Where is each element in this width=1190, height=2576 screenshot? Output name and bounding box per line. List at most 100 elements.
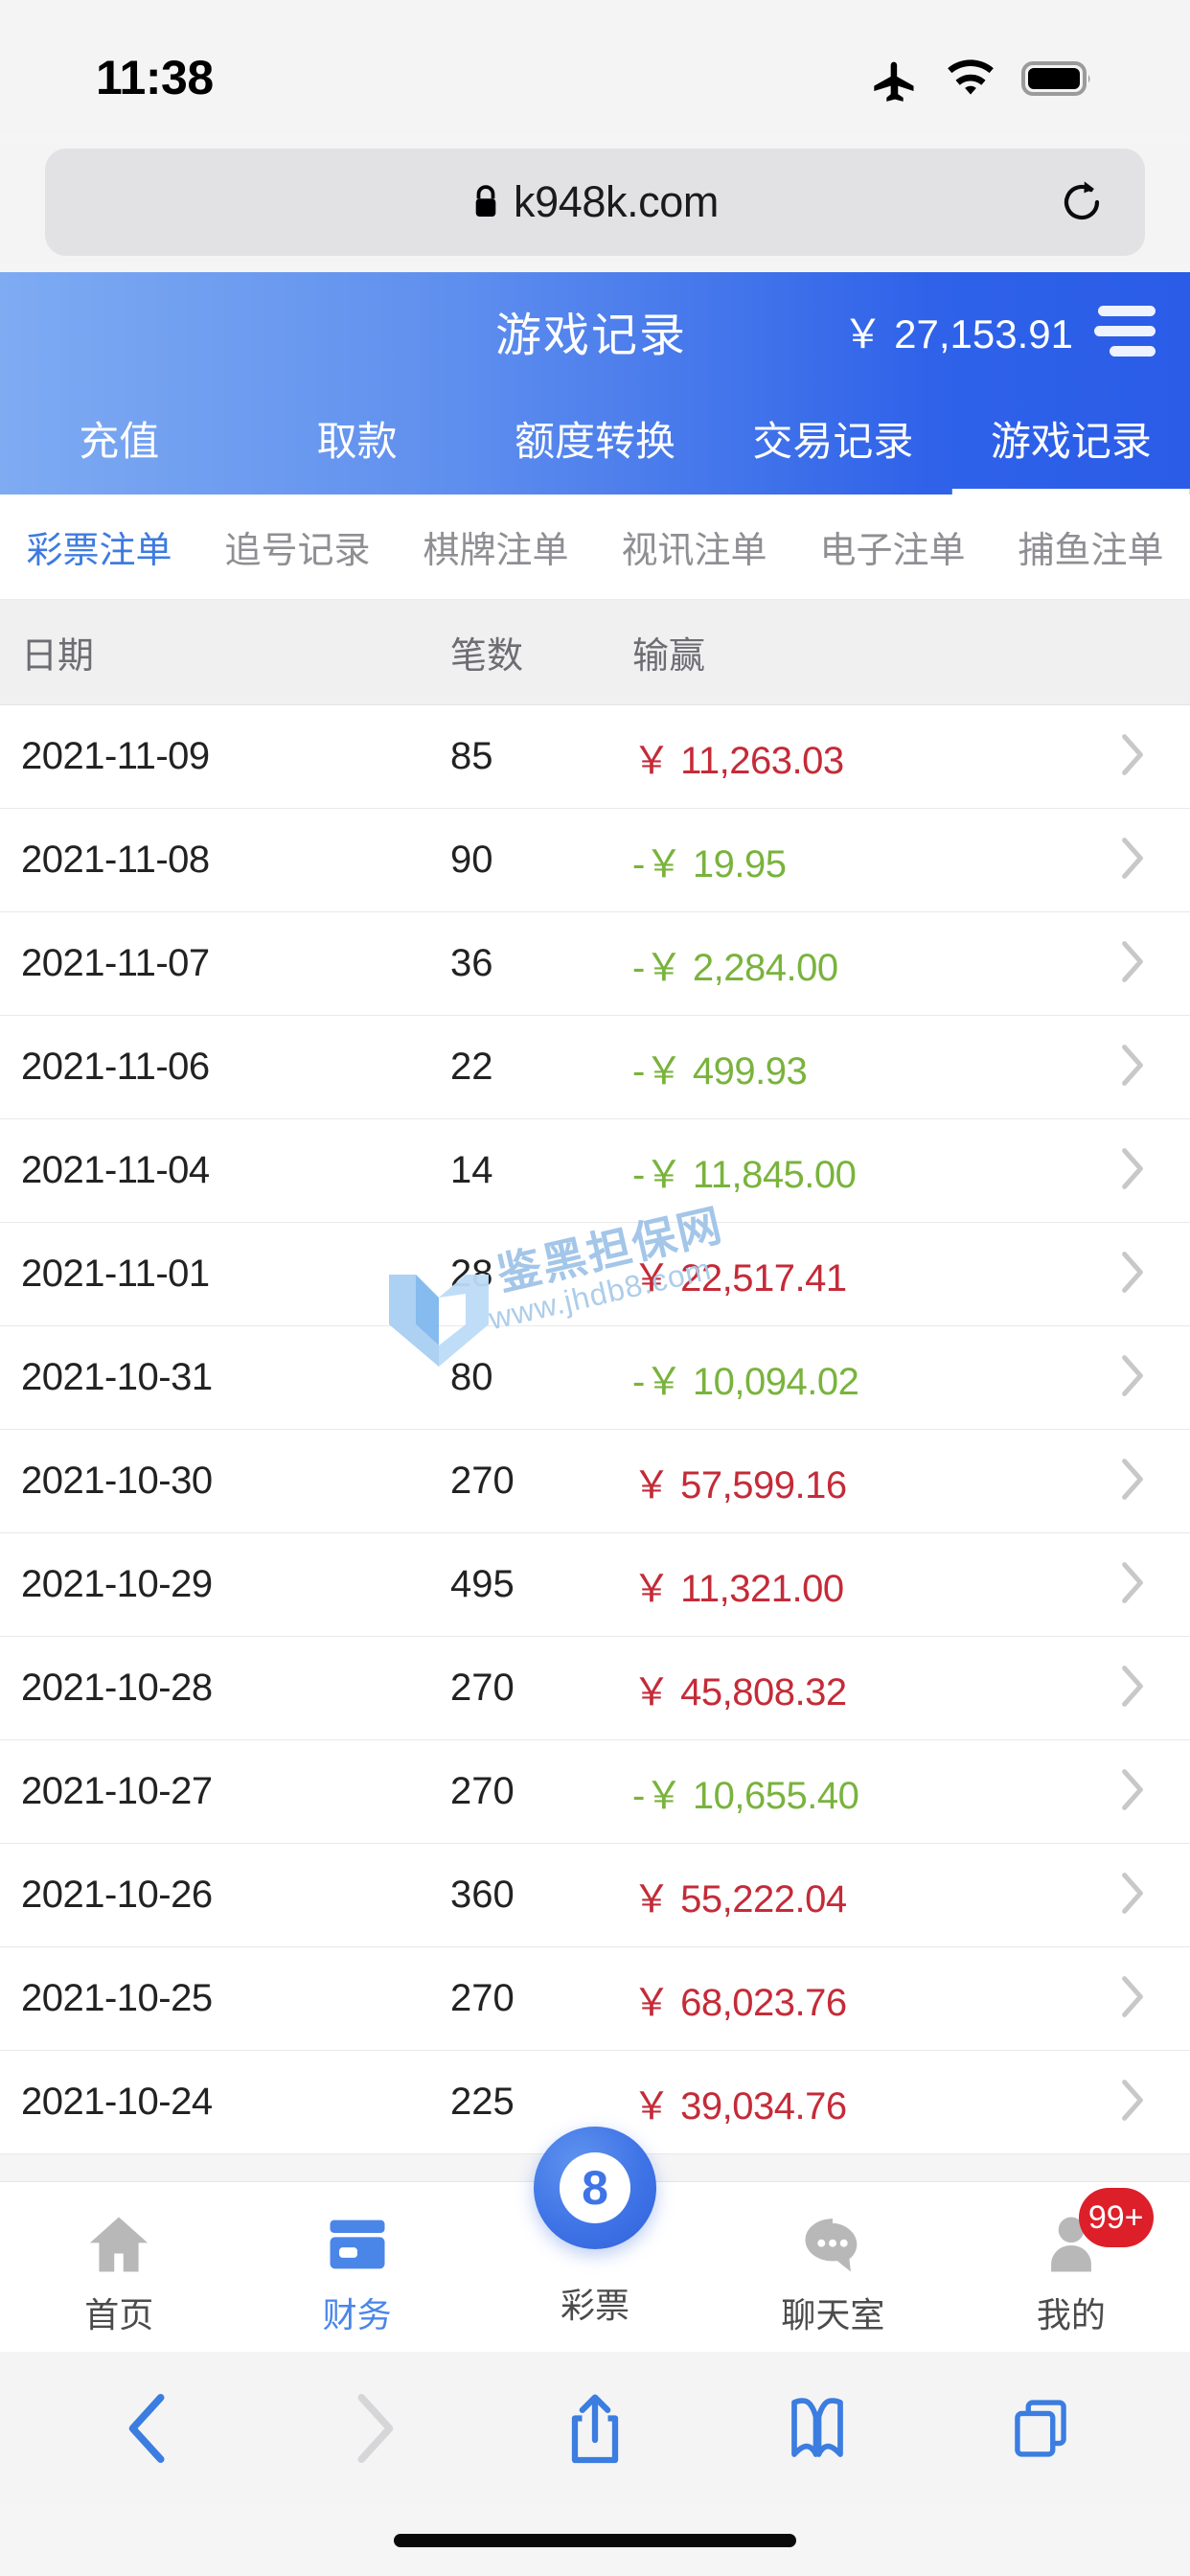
tabs-icon[interactable] — [983, 2371, 1098, 2486]
tab-recharge[interactable]: 充值 — [79, 419, 160, 464]
subtab-slots-bets[interactable]: 电子注单 — [819, 531, 966, 571]
cell-date: 2021-10-24 — [21, 2081, 213, 2123]
cell-count: 270 — [450, 1770, 515, 1812]
sub-tab-bar: 彩票注单 追号记录 棋牌注单 视讯注单 电子注单 捕鱼注单 — [0, 494, 1190, 600]
cell-profit-loss: ￥ 55,222.04 — [632, 1877, 847, 1920]
cell-date: 2021-11-04 — [21, 1149, 210, 1191]
home-icon — [82, 2207, 155, 2282]
column-header-count: 笔数 — [450, 636, 524, 677]
forward-icon[interactable] — [315, 2371, 430, 2486]
cell-count: 360 — [450, 1874, 515, 1916]
url-bar[interactable]: k948k.com — [45, 149, 1145, 256]
share-icon[interactable] — [538, 2371, 652, 2486]
lock-icon — [471, 184, 500, 220]
table-row[interactable]: 2021-10-27 270 -￥ 10,655.40 — [0, 1740, 1190, 1844]
cell-count: 270 — [450, 1667, 515, 1709]
subtab-chase-records[interactable]: 追号记录 — [224, 531, 371, 571]
nav-label-finance: 财务 — [322, 2295, 392, 2334]
cell-date: 2021-10-29 — [21, 1563, 213, 1605]
chevron-right-icon — [1119, 1871, 1146, 1920]
chevron-right-icon — [1119, 939, 1146, 988]
cell-count: 495 — [450, 1563, 515, 1605]
battery-icon — [1021, 59, 1098, 98]
cell-date: 2021-11-09 — [21, 735, 210, 777]
cell-date: 2021-10-31 — [21, 1356, 213, 1398]
cell-profit-loss: -￥ 10,094.02 — [632, 1360, 859, 1403]
chevron-right-icon — [1119, 1043, 1146, 1092]
menu-line — [1110, 345, 1156, 356]
hamburger-menu-icon[interactable] — [1094, 295, 1165, 366]
cell-profit-loss: ￥ 11,321.00 — [632, 1567, 844, 1610]
nav-label-mine: 聊天室 — [781, 2295, 885, 2334]
nav-item-profile[interactable]: 99+ 我的 — [952, 2182, 1190, 2353]
table-row[interactable]: 2021-10-28 270 ￥ 45,808.32 — [0, 1637, 1190, 1740]
cell-count: 14 — [450, 1149, 493, 1191]
nav-label-profile: 我的 — [1036, 2295, 1106, 2334]
cell-profit-loss: -￥ 2,284.00 — [632, 946, 838, 989]
table-row[interactable]: 2021-11-04 14 -￥ 11,845.00 — [0, 1119, 1190, 1223]
table-row[interactable]: 2021-10-30 270 ￥ 57,599.16 — [0, 1430, 1190, 1533]
tab-game-records[interactable]: 游戏记录 — [952, 389, 1190, 494]
menu-line — [1094, 325, 1156, 336]
column-header-profit-loss: 输赢 — [632, 636, 706, 677]
nav-label-home: 首页 — [84, 2295, 154, 2334]
cell-profit-loss: -￥ 19.95 — [632, 842, 787, 886]
nav-item-lottery[interactable]: 8 彩票 — [476, 2127, 714, 2353]
cell-date: 2021-11-07 — [21, 942, 210, 984]
chevron-right-icon — [1119, 1974, 1146, 2023]
nav-item-chatroom[interactable]: 聊天室 — [714, 2182, 951, 2353]
cell-date: 2021-10-26 — [21, 1874, 213, 1916]
chevron-right-icon — [1119, 1250, 1146, 1299]
airplane-mode-icon — [870, 54, 920, 104]
cell-count: 22 — [450, 1046, 493, 1088]
cell-count: 85 — [450, 735, 493, 777]
chat-icon — [796, 2207, 869, 2282]
chevron-right-icon — [1119, 1767, 1146, 1816]
cell-profit-loss: -￥ 11,845.00 — [632, 1153, 857, 1196]
table-row[interactable]: 2021-10-29 495 ￥ 11,321.00 — [0, 1533, 1190, 1637]
cell-count: 36 — [450, 942, 493, 984]
nav-item-finance[interactable]: 财务 — [238, 2182, 475, 2353]
table-row[interactable]: 2021-11-09 85 ￥ 11,263.03 — [0, 705, 1190, 809]
nav-item-home[interactable]: 首页 — [0, 2182, 238, 2353]
cell-date: 2021-11-06 — [21, 1046, 210, 1088]
cell-profit-loss: ￥ 11,263.03 — [632, 739, 844, 782]
tab-withdraw[interactable]: 取款 — [316, 419, 398, 464]
subtab-lottery-bets[interactable]: 彩票注单 — [26, 531, 172, 571]
home-indicator — [394, 2534, 796, 2547]
cell-count: 80 — [450, 1356, 493, 1398]
nav-label-lottery: 彩票 — [561, 2286, 630, 2325]
table-row[interactable]: 2021-10-26 360 ￥ 55,222.04 — [0, 1844, 1190, 1947]
records-table-body: 2021-11-09 85 ￥ 11,263.03 2021-11-08 90 -￥ 19… — [0, 705, 1190, 2181]
tab-transfer[interactable]: 额度转换 — [515, 419, 676, 464]
table-row[interactable]: 2021-11-06 22 -￥ 499.93 — [0, 1016, 1190, 1119]
chevron-right-icon — [1119, 732, 1146, 781]
table-row[interactable]: 2021-10-31 80 -￥ 10,094.02 — [0, 1326, 1190, 1430]
table-row[interactable]: 2021-11-07 36 -￥ 2,284.00 — [0, 912, 1190, 1016]
subtab-chess-bets[interactable]: 棋牌注单 — [423, 531, 569, 571]
bookmarks-icon[interactable] — [760, 2371, 875, 2486]
table-row[interactable]: 2021-11-01 28 ￥ 22,517.41 — [0, 1223, 1190, 1326]
chevron-right-icon — [1119, 2078, 1146, 2127]
app-header: 游戏记录 ￥ 27,153.91 — [0, 272, 1190, 389]
chevron-right-icon — [1119, 1146, 1146, 1195]
table-row[interactable]: 2021-10-25 270 ￥ 68,023.76 — [0, 1947, 1190, 2051]
ios-status-bar: 11:38 — [0, 0, 1190, 134]
chevron-right-icon — [1119, 1560, 1146, 1609]
chevron-right-icon — [1119, 1664, 1146, 1713]
safari-bottom-toolbar — [0, 2352, 1190, 2505]
cell-count: 225 — [450, 2081, 515, 2123]
cell-count: 28 — [450, 1253, 493, 1295]
chevron-right-icon — [1119, 1457, 1146, 1506]
page-title: 游戏记录 — [494, 310, 687, 361]
back-icon[interactable] — [92, 2371, 207, 2486]
cell-profit-loss: ￥ 45,808.32 — [632, 1670, 847, 1714]
tab-transactions[interactable]: 交易记录 — [752, 419, 914, 464]
cell-date: 2021-11-08 — [21, 839, 210, 881]
subtab-fishing-bets[interactable]: 捕鱼注单 — [1018, 531, 1164, 571]
table-row[interactable]: 2021-11-08 90 -￥ 19.95 — [0, 809, 1190, 912]
lottery-ball-icon[interactable]: 8 — [534, 2127, 657, 2249]
subtab-live-bets[interactable]: 视讯注单 — [621, 531, 767, 571]
reload-icon[interactable] — [1059, 177, 1105, 227]
cell-count: 90 — [450, 839, 493, 881]
